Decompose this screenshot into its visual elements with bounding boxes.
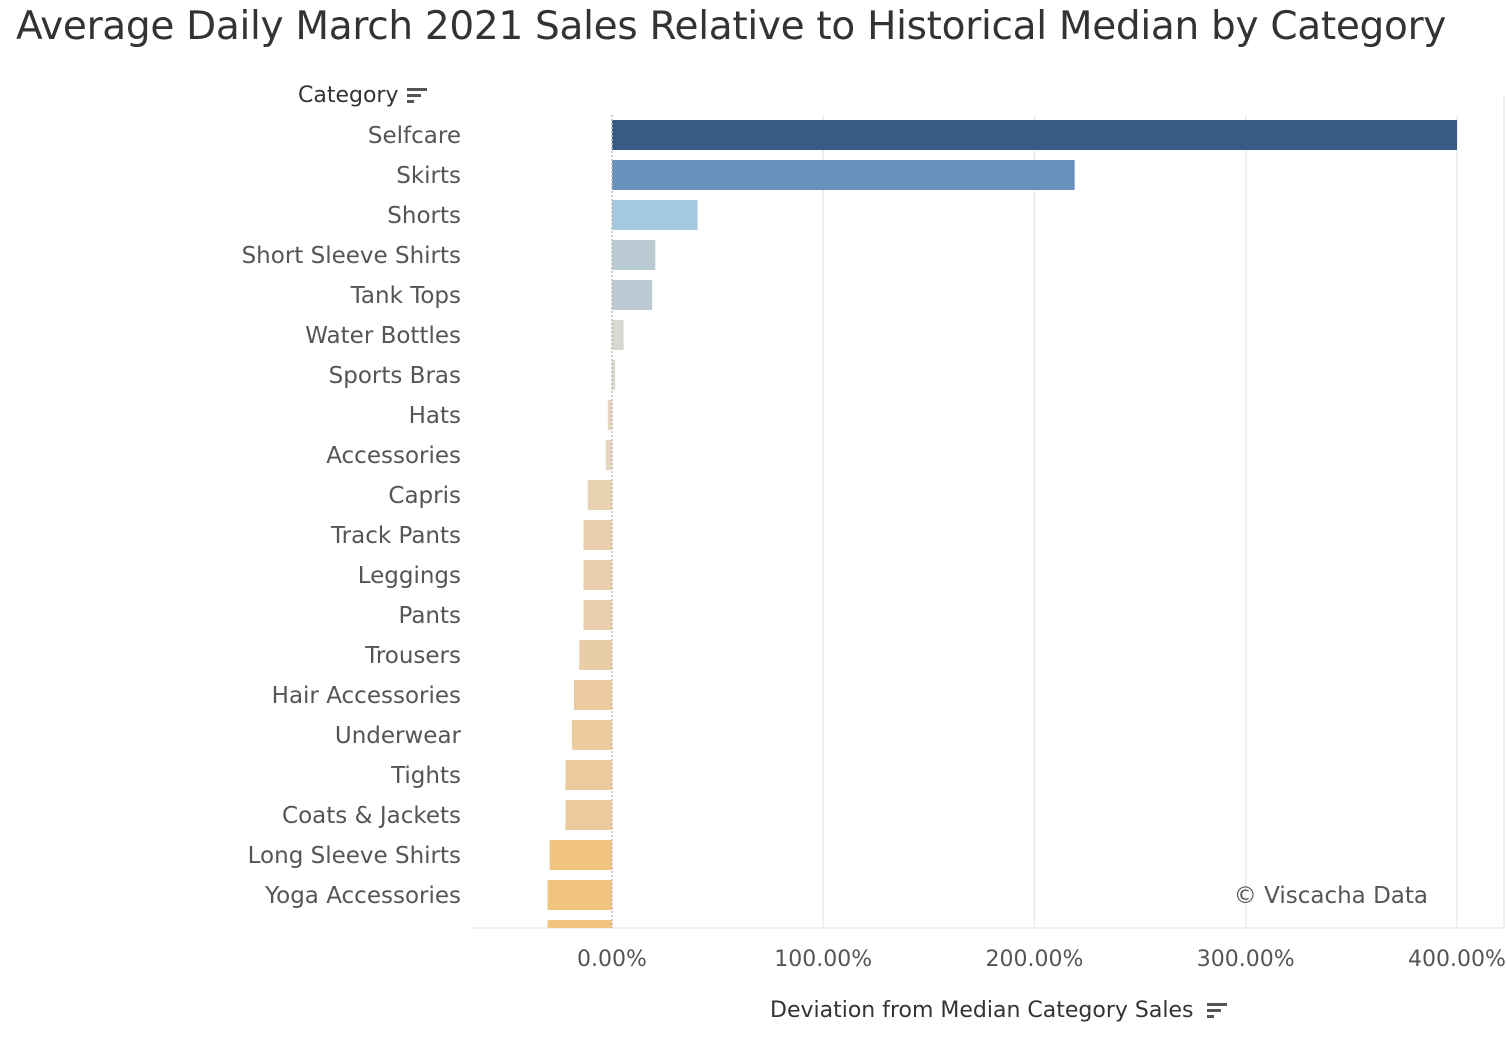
x-axis-title-label: Deviation from Median Category Sales <box>770 998 1194 1023</box>
bar[interactable] <box>605 440 612 470</box>
bar[interactable] <box>612 200 698 230</box>
category-label: Water Bottles <box>305 323 461 349</box>
sort-descending-icon[interactable] <box>1207 1001 1229 1021</box>
watermark: © Viscacha Data <box>1234 883 1428 909</box>
x-tick-label: 100.00% <box>774 947 872 972</box>
bar[interactable] <box>549 840 612 870</box>
bar[interactable] <box>579 640 612 670</box>
bar[interactable] <box>547 920 612 928</box>
category-label: Leggings <box>358 563 461 589</box>
bar[interactable] <box>565 760 612 790</box>
bar[interactable] <box>583 520 612 550</box>
x-tick-label: 400.00% <box>1408 947 1506 972</box>
category-label: Hats <box>409 403 461 429</box>
bar[interactable] <box>571 720 612 750</box>
category-label: Selfcare <box>368 123 461 149</box>
category-label: Skirts <box>396 163 461 189</box>
x-tick-label: 0.00% <box>577 947 647 972</box>
x-tick-label: 300.00% <box>1197 947 1295 972</box>
category-label: Yoga Accessories <box>264 883 461 909</box>
bar[interactable] <box>612 360 616 390</box>
bar[interactable] <box>547 880 612 910</box>
category-label: Underwear <box>335 723 462 749</box>
category-label: Capris <box>388 483 461 509</box>
category-label: Tank Tops <box>350 283 461 309</box>
category-label: Accessories <box>326 443 461 469</box>
category-header[interactable]: Category <box>298 83 429 108</box>
sort-descending-icon[interactable] <box>406 86 429 106</box>
bar[interactable] <box>573 680 612 710</box>
category-label: Tights <box>390 763 461 789</box>
category-label: Trousers <box>364 643 461 669</box>
gridlines <box>472 95 1505 929</box>
category-label: Hair Accessories <box>272 683 461 709</box>
category-header-label: Category <box>298 83 399 108</box>
category-label: Pants <box>398 603 461 629</box>
bar[interactable] <box>565 800 612 830</box>
chart-title: Average Daily March 2021 Sales Relative … <box>16 4 1447 49</box>
x-axis-title[interactable]: Deviation from Median Category Sales <box>770 998 1229 1023</box>
category-label: Track Pants <box>330 523 461 549</box>
bar[interactable] <box>583 600 612 630</box>
category-label: Shorts <box>387 203 461 229</box>
category-label: Coats & Jackets <box>282 803 461 829</box>
category-label: Long Sleeve Shirts <box>248 843 461 869</box>
bar[interactable] <box>607 400 612 430</box>
bar[interactable] <box>612 280 653 310</box>
bar[interactable] <box>612 320 624 350</box>
x-tick-label: 200.00% <box>986 947 1084 972</box>
x-axis: 0.00% 100.00% 200.00% 300.00% 400.00% <box>577 947 1506 972</box>
bar[interactable] <box>612 240 656 270</box>
category-label: Short Sleeve Shirts <box>242 243 461 269</box>
category-label: Sports Bras <box>329 363 461 389</box>
bars <box>547 120 1457 928</box>
bar[interactable] <box>583 560 612 590</box>
bar[interactable] <box>612 160 1075 190</box>
bar[interactable] <box>612 120 1457 150</box>
category-labels: Selfcare Skirts Shorts Short Sleeve Shirts T… <box>242 123 462 909</box>
bar[interactable] <box>587 480 612 510</box>
